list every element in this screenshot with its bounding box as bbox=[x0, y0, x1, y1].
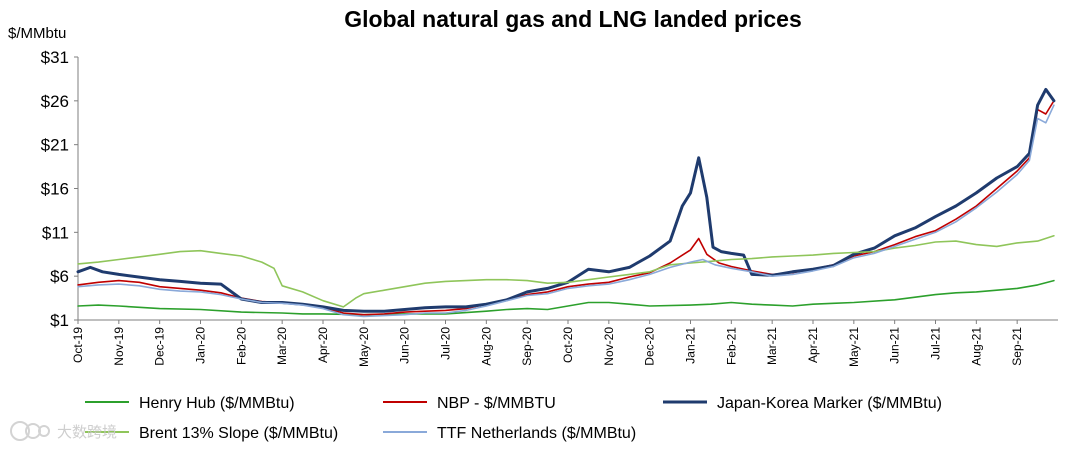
watermark-logo-icon bbox=[10, 421, 50, 441]
x-tick-label: Sep-21 bbox=[1010, 327, 1024, 366]
chart-title: Global natural gas and LNG landed prices bbox=[344, 6, 802, 32]
x-tick-label: Jun-20 bbox=[398, 327, 412, 364]
plot-area: $1 $6 $11 $16 $21 $26 $31 Oct-19 Nov-19 Dec-19 Jan… bbox=[41, 48, 1058, 367]
y-tick-label: $6 bbox=[50, 267, 69, 286]
x-tick-label: Jan-21 bbox=[684, 327, 698, 364]
x-tick-label: Feb-20 bbox=[234, 327, 248, 365]
legend-label-2: Japan-Korea Marker ($/MMBtu) bbox=[717, 395, 942, 412]
x-tick-label: May-20 bbox=[357, 327, 371, 367]
x-tick-label: Mar-20 bbox=[275, 327, 289, 365]
legend-label-3: Brent 13% Slope ($/MMBtu) bbox=[139, 425, 338, 442]
legend: Henry Hub ($/MMBtu) NBP - $/MMBTU Japan-Ko… bbox=[85, 395, 942, 442]
series-line-3 bbox=[77, 235, 1055, 308]
x-tick-label: Oct-20 bbox=[561, 327, 575, 363]
legend-label-0: Henry Hub ($/MMBtu) bbox=[139, 395, 295, 412]
x-tick-label: Aug-20 bbox=[479, 327, 493, 366]
x-tick-label: Mar-21 bbox=[765, 327, 779, 365]
y-tick-label: $11 bbox=[42, 223, 69, 242]
x-tick-label: Apr-21 bbox=[806, 327, 820, 363]
x-tick-label: Dec-19 bbox=[153, 327, 167, 366]
x-tick-label: May-21 bbox=[847, 327, 861, 367]
x-tick-label: Jan-20 bbox=[194, 327, 208, 364]
x-tick-label: Jul-20 bbox=[439, 327, 453, 360]
watermark: 大数跨境 bbox=[10, 421, 117, 441]
y-tick-label: $16 bbox=[41, 180, 69, 199]
x-tick-label: Dec-20 bbox=[643, 327, 657, 366]
y-axis-unit-label: $/MMbtu bbox=[8, 25, 66, 42]
x-tick-label: Nov-20 bbox=[602, 327, 616, 366]
x-tick-label: Sep-20 bbox=[520, 327, 534, 366]
series-line-2 bbox=[76, 87, 1056, 313]
y-tick-label: $1 bbox=[50, 311, 69, 330]
x-tick-label: Nov-19 bbox=[112, 327, 126, 366]
legend-label-4: TTF Netherlands ($/MMBtu) bbox=[437, 425, 636, 442]
x-tick-label: Apr-20 bbox=[316, 327, 330, 363]
x-tick-label: Oct-19 bbox=[71, 327, 85, 363]
x-tick-label: Aug-21 bbox=[969, 327, 983, 366]
y-tick-label: $26 bbox=[41, 92, 69, 111]
x-tick-label: Feb-21 bbox=[724, 327, 738, 365]
x-tick-label: Jun-21 bbox=[888, 327, 902, 364]
series-line-4 bbox=[77, 104, 1055, 318]
legend-label-1: NBP - $/MMBTU bbox=[437, 395, 556, 412]
watermark-text: 大数跨境 bbox=[57, 423, 117, 441]
x-tick-label: Jul-21 bbox=[929, 327, 943, 360]
y-tick-label: $21 bbox=[41, 136, 69, 155]
series-line-0 bbox=[77, 279, 1055, 316]
y-tick-label: $31 bbox=[41, 48, 69, 67]
